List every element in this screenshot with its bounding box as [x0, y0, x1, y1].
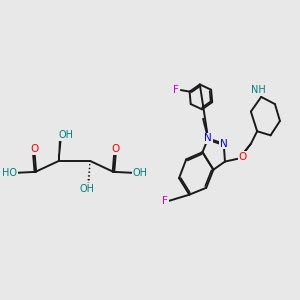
Text: OH: OH — [133, 168, 148, 178]
Text: N: N — [220, 139, 228, 149]
Polygon shape — [59, 138, 61, 161]
Text: F: F — [173, 85, 179, 95]
Polygon shape — [239, 144, 251, 159]
Text: N: N — [204, 134, 212, 143]
Text: OH: OH — [80, 184, 94, 194]
Text: O: O — [30, 144, 39, 154]
Text: O: O — [112, 144, 120, 154]
Text: F: F — [162, 196, 168, 206]
Text: HO: HO — [2, 168, 17, 178]
Text: OH: OH — [58, 130, 74, 140]
Text: O: O — [238, 152, 247, 162]
Text: NH: NH — [251, 85, 266, 95]
